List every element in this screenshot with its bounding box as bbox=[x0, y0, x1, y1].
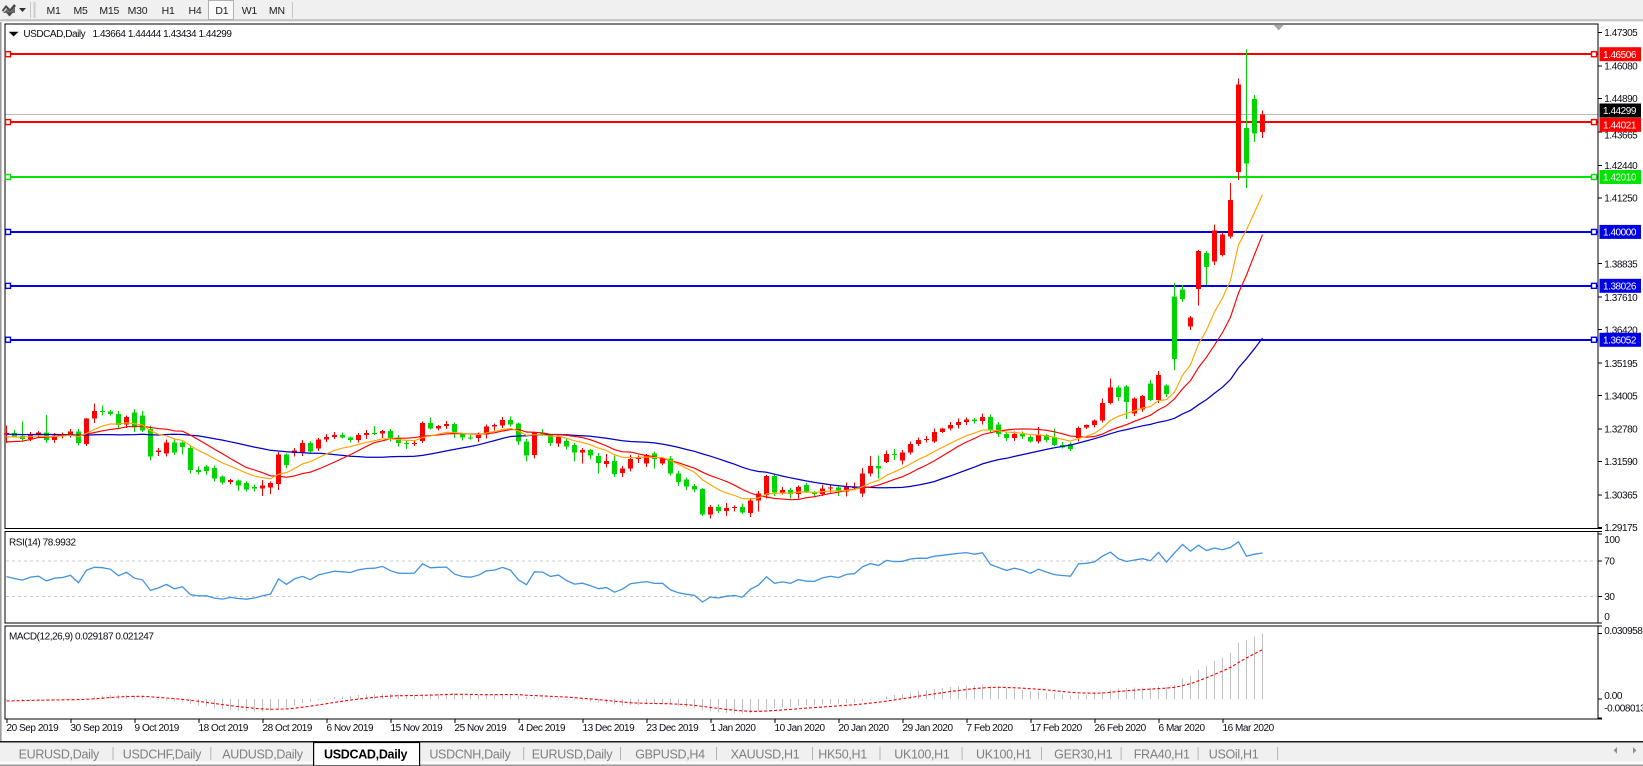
svg-text:EURUSD,Daily: EURUSD,Daily bbox=[19, 748, 100, 762]
svg-text:-0.008013: -0.008013 bbox=[1604, 703, 1643, 714]
svg-text:1.46080: 1.46080 bbox=[1604, 62, 1638, 73]
svg-text:D1: D1 bbox=[215, 5, 228, 17]
svg-text:USDCHF,Daily: USDCHF,Daily bbox=[123, 748, 202, 762]
svg-text:30: 30 bbox=[1604, 592, 1615, 603]
svg-text:29 Jan 2020: 29 Jan 2020 bbox=[903, 723, 954, 734]
svg-text:4 Dec 2019: 4 Dec 2019 bbox=[519, 723, 567, 734]
svg-text:1.32780: 1.32780 bbox=[1604, 425, 1638, 436]
svg-text:1.29175: 1.29175 bbox=[1604, 523, 1638, 534]
svg-text:17 Feb 2020: 17 Feb 2020 bbox=[1031, 723, 1083, 734]
svg-text:1.47305: 1.47305 bbox=[1604, 28, 1638, 39]
svg-text:16 Mar 2020: 16 Mar 2020 bbox=[1223, 723, 1275, 734]
svg-text:USDCAD,Daily: USDCAD,Daily bbox=[23, 29, 85, 40]
svg-text:USDCAD,Daily: USDCAD,Daily bbox=[324, 748, 408, 762]
svg-text:15 Nov 2019: 15 Nov 2019 bbox=[391, 723, 444, 734]
svg-text:13 Dec 2019: 13 Dec 2019 bbox=[583, 723, 636, 734]
svg-text:FRA40,H1: FRA40,H1 bbox=[1134, 748, 1190, 762]
svg-text:1.31590: 1.31590 bbox=[1604, 457, 1638, 468]
svg-text:20 Jan 2020: 20 Jan 2020 bbox=[839, 723, 890, 734]
svg-text:1.41250: 1.41250 bbox=[1604, 193, 1638, 204]
svg-text:70: 70 bbox=[1604, 556, 1615, 567]
svg-text:0: 0 bbox=[1604, 612, 1610, 623]
svg-text:HK50,H1: HK50,H1 bbox=[818, 748, 867, 762]
svg-text:1.44890: 1.44890 bbox=[1604, 94, 1638, 105]
svg-text:1.42440: 1.42440 bbox=[1604, 161, 1638, 172]
svg-text:30 Sep 2019: 30 Sep 2019 bbox=[71, 723, 124, 734]
svg-text:1.46506: 1.46506 bbox=[1603, 50, 1637, 61]
svg-text:26 Feb 2020: 26 Feb 2020 bbox=[1095, 723, 1147, 734]
svg-text:H1: H1 bbox=[162, 5, 175, 17]
svg-text:7 Feb 2020: 7 Feb 2020 bbox=[967, 723, 1014, 734]
svg-text:1.40000: 1.40000 bbox=[1603, 228, 1637, 239]
svg-text:GER30,H1: GER30,H1 bbox=[1054, 748, 1112, 762]
svg-text:M15: M15 bbox=[99, 5, 119, 17]
svg-text:H4: H4 bbox=[188, 5, 201, 17]
svg-text:MN: MN bbox=[269, 5, 285, 17]
svg-text:0.030958: 0.030958 bbox=[1604, 626, 1643, 637]
svg-text:M1: M1 bbox=[47, 5, 62, 17]
svg-text:1.35195: 1.35195 bbox=[1604, 359, 1638, 370]
svg-text:1.37610: 1.37610 bbox=[1604, 293, 1638, 304]
svg-text:XAUUSD,H1: XAUUSD,H1 bbox=[731, 748, 800, 762]
svg-text:M5: M5 bbox=[74, 5, 89, 17]
svg-text:1.44299: 1.44299 bbox=[1603, 106, 1637, 117]
svg-text:USOil,H1: USOil,H1 bbox=[1209, 748, 1259, 762]
svg-text:18 Oct 2019: 18 Oct 2019 bbox=[199, 723, 249, 734]
svg-text:6 Mar 2020: 6 Mar 2020 bbox=[1159, 723, 1206, 734]
svg-text:9 Oct 2019: 9 Oct 2019 bbox=[135, 723, 180, 734]
svg-text:1 Jan 2020: 1 Jan 2020 bbox=[711, 723, 757, 734]
svg-text:10 Jan 2020: 10 Jan 2020 bbox=[775, 723, 826, 734]
svg-text:MACD(12,26,9) 0.029187 0.02124: MACD(12,26,9) 0.029187 0.021247 bbox=[9, 632, 154, 643]
svg-text:AUDUSD,Daily: AUDUSD,Daily bbox=[222, 748, 303, 762]
svg-text:1.42010: 1.42010 bbox=[1603, 173, 1637, 184]
svg-text:25 Nov 2019: 25 Nov 2019 bbox=[455, 723, 508, 734]
svg-text:1.36420: 1.36420 bbox=[1604, 325, 1638, 336]
svg-text:1.38835: 1.38835 bbox=[1604, 259, 1638, 270]
svg-text:USDCNH,Daily: USDCNH,Daily bbox=[429, 748, 511, 762]
svg-text:RSI(14) 78.9932: RSI(14) 78.9932 bbox=[9, 538, 77, 549]
svg-text:1.38026: 1.38026 bbox=[1603, 281, 1637, 292]
svg-text:0.00: 0.00 bbox=[1604, 691, 1623, 702]
svg-text:1.44021: 1.44021 bbox=[1603, 120, 1637, 131]
svg-text:20 Sep 2019: 20 Sep 2019 bbox=[7, 723, 60, 734]
svg-text:UK100,H1: UK100,H1 bbox=[976, 748, 1032, 762]
svg-text:100: 100 bbox=[1604, 535, 1620, 546]
svg-text:UK100,H1: UK100,H1 bbox=[894, 748, 950, 762]
svg-text:1.43665: 1.43665 bbox=[1604, 131, 1638, 142]
svg-text:6 Nov 2019: 6 Nov 2019 bbox=[327, 723, 375, 734]
svg-text:1.43664 1.44444 1.43434 1.4429: 1.43664 1.44444 1.43434 1.44299 bbox=[93, 29, 233, 40]
svg-text:28 Oct 2019: 28 Oct 2019 bbox=[263, 723, 313, 734]
svg-text:1.30365: 1.30365 bbox=[1604, 491, 1638, 502]
svg-text:M30: M30 bbox=[128, 5, 148, 17]
svg-text:GBPUSD,H4: GBPUSD,H4 bbox=[635, 748, 705, 762]
svg-text:1.34005: 1.34005 bbox=[1604, 391, 1638, 402]
svg-text:1.36052: 1.36052 bbox=[1603, 335, 1637, 346]
svg-text:23 Dec 2019: 23 Dec 2019 bbox=[647, 723, 700, 734]
svg-text:W1: W1 bbox=[242, 5, 258, 17]
svg-text:EURUSD,Daily: EURUSD,Daily bbox=[532, 748, 613, 762]
